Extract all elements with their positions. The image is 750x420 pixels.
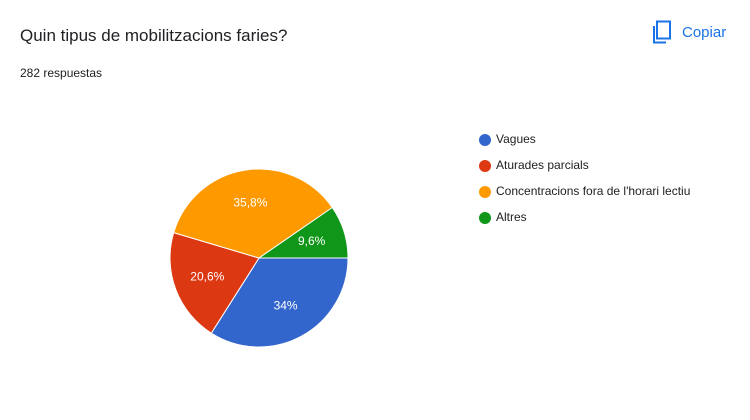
- pie-slice: [210, 257, 349, 348]
- legend-marker: [479, 160, 491, 172]
- pie-slice: [173, 168, 333, 259]
- pie-slice: [169, 232, 260, 334]
- legend-marker: [479, 186, 491, 198]
- copy-button[interactable]: Copiar: [652, 20, 726, 44]
- slice-label: 20,6%: [190, 270, 224, 284]
- legend-label: Altres: [496, 210, 527, 224]
- legend-label: Vagues: [496, 132, 536, 146]
- copy-icon: [653, 20, 671, 44]
- slice-label: 34%: [274, 299, 298, 313]
- pie-slice: [257, 206, 349, 259]
- response-count: 282 respuestas: [20, 66, 103, 80]
- legend-marker: [479, 212, 491, 224]
- question-title: Quin tipus de mobilitzacions faries?: [20, 26, 288, 45]
- copy-label: Copiar: [682, 23, 727, 41]
- legend-label: Aturades parcials: [496, 158, 589, 172]
- legend-label: Concentracions fora de l'horari lectiu: [496, 184, 690, 198]
- legend-marker: [479, 134, 491, 146]
- slice-label: 9,6%: [298, 234, 326, 248]
- slice-label: 35,8%: [233, 196, 267, 210]
